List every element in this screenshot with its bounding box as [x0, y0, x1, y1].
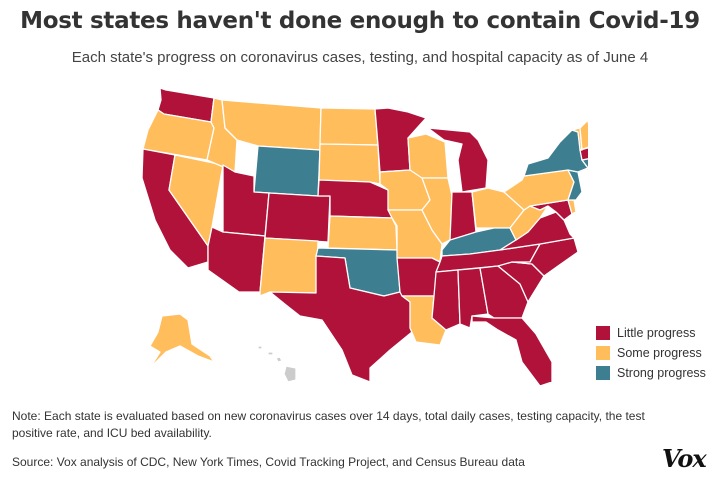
state-CT [581, 158, 588, 173]
chart-title: Most states haven't done enough to conta… [20, 8, 700, 34]
legend-item-strong: Strong progress [596, 363, 706, 383]
state-WI [407, 133, 449, 179]
state-AK [149, 313, 215, 369]
state-AR [396, 257, 441, 297]
legend-swatch-strong [596, 366, 610, 380]
state-NJ [567, 169, 583, 201]
us-states-map [141, 87, 588, 387]
legend-swatch-some [596, 346, 610, 360]
state-KS [327, 215, 398, 251]
legend-label-strong: Strong progress [617, 366, 706, 380]
vox-logo: Vox [662, 444, 707, 473]
state-WY [253, 145, 321, 197]
legend-item-little: Little progress [596, 323, 706, 343]
state-AZ [207, 226, 266, 293]
state-NM [259, 237, 319, 297]
legend: Little progress Some progress Strong pro… [596, 323, 706, 383]
legend-label-little: Little progress [617, 326, 696, 340]
state-TX [269, 255, 413, 383]
chart-source: Source: Vox analysis of CDC, New York Ti… [12, 455, 525, 469]
chart-subtitle: Each state's progress on coronavirus cas… [71, 49, 649, 66]
state-SD [318, 143, 381, 185]
state-IL [421, 177, 453, 245]
state-MA [579, 147, 588, 161]
state-NH [579, 119, 588, 151]
legend-item-some: Some progress [596, 343, 706, 363]
chart-note: Note: Each state is evaluated based on n… [12, 409, 645, 440]
state-ND [319, 107, 379, 146]
state-HI [257, 345, 297, 383]
state-MS [431, 269, 461, 331]
legend-swatch-little [596, 326, 610, 340]
state-MI [427, 127, 489, 193]
legend-label-some: Some progress [617, 346, 702, 360]
state-CO [264, 192, 331, 243]
state-FL [471, 315, 553, 387]
